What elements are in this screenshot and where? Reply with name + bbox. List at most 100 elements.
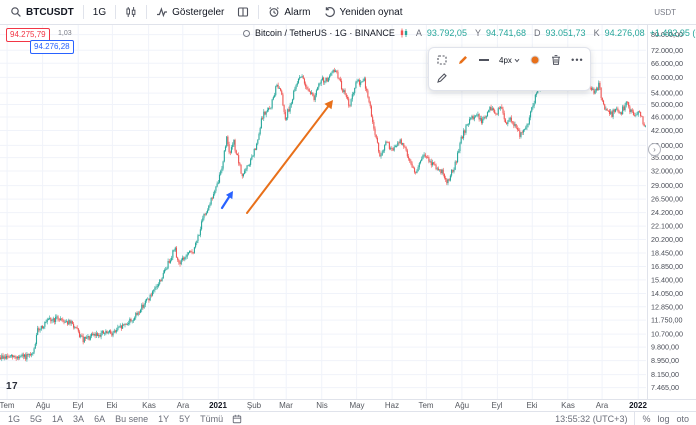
line-thickness-value: 4px bbox=[499, 55, 512, 65]
candle-body bbox=[124, 324, 126, 325]
range-button-1a[interactable]: 1A bbox=[52, 413, 64, 424]
candle-body bbox=[283, 105, 285, 112]
candle-body bbox=[498, 108, 500, 109]
chart-canvas[interactable]: 80.000,00 72.000,00 66.000,00 60.000,00 54.0… bbox=[0, 25, 696, 399]
line-thickness-dropdown[interactable]: 4px bbox=[495, 51, 524, 69]
select-tool-button[interactable] bbox=[432, 51, 451, 69]
candle-body bbox=[470, 118, 472, 120]
candle-body bbox=[349, 105, 351, 107]
more-options-button[interactable]: ••• bbox=[571, 55, 584, 65]
candle-body bbox=[497, 108, 499, 115]
candle-body bbox=[303, 78, 306, 84]
candle-body bbox=[435, 165, 437, 170]
delete-drawing-button[interactable] bbox=[547, 51, 566, 69]
candle-body bbox=[479, 118, 481, 120]
candle-body bbox=[179, 262, 181, 265]
candle-body bbox=[441, 169, 443, 174]
candle-body bbox=[429, 161, 431, 162]
candle-body bbox=[83, 337, 85, 343]
candle-body bbox=[642, 116, 644, 124]
range-button-6a[interactable]: 6A bbox=[94, 413, 106, 424]
candle-body bbox=[242, 174, 244, 177]
price-axis[interactable]: 80.000,00 72.000,00 66.000,00 60.000,00 54.0… bbox=[647, 25, 683, 399]
range-button-1g[interactable]: 1G bbox=[8, 413, 21, 424]
drawing-toolbar-row-1: 4px bbox=[432, 51, 587, 69]
candle-body bbox=[613, 109, 615, 112]
candle-body bbox=[135, 313, 137, 318]
candle-body bbox=[437, 168, 439, 171]
candle-body bbox=[250, 159, 252, 165]
buy-price-badge[interactable]: 94.276,28 bbox=[30, 40, 74, 54]
arrow-drawing-head[interactable] bbox=[324, 100, 333, 110]
arrow-drawing-head[interactable] bbox=[225, 191, 233, 200]
range-button-5y[interactable]: 5Y bbox=[179, 413, 191, 424]
candle-body bbox=[411, 163, 413, 168]
candle-body bbox=[294, 88, 296, 92]
candle-body bbox=[162, 272, 164, 279]
candle-body bbox=[184, 257, 186, 260]
candle-body bbox=[297, 78, 300, 83]
indicators-button[interactable]: Göstergeler bbox=[152, 4, 228, 20]
legend-title[interactable]: Bitcoin / TetherUS · 1G · BINANCE bbox=[255, 28, 395, 38]
candle-body bbox=[606, 108, 608, 111]
alert-button[interactable]: Alarm bbox=[264, 4, 314, 20]
auto-scale-toggle[interactable]: oto bbox=[676, 413, 689, 424]
candle-body bbox=[460, 136, 462, 144]
clock-display[interactable]: 13:55:32 (UTC+3) bbox=[555, 413, 628, 424]
line-style-button[interactable] bbox=[474, 51, 493, 69]
candle-body bbox=[229, 152, 231, 153]
candle-body bbox=[452, 169, 454, 172]
price-axis-label: 26.500,00 bbox=[651, 195, 683, 204]
range-button-3a[interactable]: 3A bbox=[73, 413, 85, 424]
candle-body bbox=[167, 261, 169, 269]
candle-body bbox=[397, 142, 399, 146]
brush-tool-button[interactable] bbox=[432, 69, 451, 87]
candle-body bbox=[226, 136, 228, 147]
log-scale-toggle[interactable]: log bbox=[657, 413, 670, 424]
candle-body bbox=[440, 169, 442, 174]
symbol-search-button[interactable]: BTCUSDT bbox=[6, 4, 78, 20]
candle-body bbox=[132, 319, 134, 321]
candle-body bbox=[492, 108, 495, 111]
candle-body bbox=[323, 77, 325, 83]
candle-body bbox=[264, 111, 266, 115]
time-axis[interactable]: Tem Ağu Eyl Eki Kas Ara 2021 Şub Mar Nis May Haz Tem… bbox=[0, 399, 696, 411]
calendar-icon[interactable] bbox=[232, 414, 242, 424]
candle-body bbox=[160, 280, 162, 281]
candle-body bbox=[138, 312, 140, 314]
replay-button[interactable]: Yeniden oynat bbox=[320, 4, 407, 20]
drawing-toolbar: 4px bbox=[428, 47, 591, 91]
sell-price-badge[interactable]: 94.275,79 bbox=[6, 28, 50, 42]
user-drawings[interactable] bbox=[220, 100, 333, 214]
candle-body bbox=[299, 77, 301, 79]
layout-templates-button[interactable] bbox=[233, 4, 253, 20]
color-picker-button[interactable] bbox=[526, 51, 545, 69]
candle-body bbox=[472, 116, 474, 120]
candle-body bbox=[101, 331, 103, 334]
price-axis-label: 54.000,00 bbox=[651, 89, 683, 98]
scroll-to-latest-button[interactable]: › bbox=[648, 143, 661, 156]
low-value: 93.051,73 bbox=[545, 28, 586, 38]
pencil-tool-button[interactable] bbox=[453, 51, 472, 69]
interval-button[interactable]: 1G bbox=[89, 5, 110, 20]
range-button-1y[interactable]: 1Y bbox=[158, 413, 170, 424]
candle-body bbox=[96, 333, 99, 336]
candle-body bbox=[94, 334, 96, 336]
candle-body bbox=[373, 122, 375, 129]
time-axis-label: Ara bbox=[176, 401, 190, 410]
percent-scale-toggle[interactable]: % bbox=[642, 413, 651, 424]
interval-label: 1G bbox=[92, 6, 107, 18]
range-button-5g[interactable]: 5G bbox=[30, 413, 43, 424]
range-button-ytd[interactable]: Bu sene bbox=[115, 413, 149, 424]
candle-body bbox=[396, 146, 398, 147]
chart-pane[interactable]: 80.000,00 72.000,00 66.000,00 60.000,00 54.0… bbox=[0, 25, 696, 399]
arrow-drawing-shaft[interactable] bbox=[246, 104, 330, 214]
range-button-all[interactable]: Tümü bbox=[200, 413, 224, 424]
time-axis-label: Haz bbox=[384, 401, 400, 410]
price-axis-label: 12.850,00 bbox=[651, 302, 683, 311]
arrow-drawing-shaft[interactable] bbox=[220, 194, 231, 210]
chart-type-button[interactable] bbox=[121, 4, 141, 20]
candle-body bbox=[330, 73, 332, 76]
candle-body bbox=[476, 115, 478, 117]
symbol-legend: Bitcoin / TetherUS · 1G · BINANCE A 93.7… bbox=[243, 28, 696, 38]
